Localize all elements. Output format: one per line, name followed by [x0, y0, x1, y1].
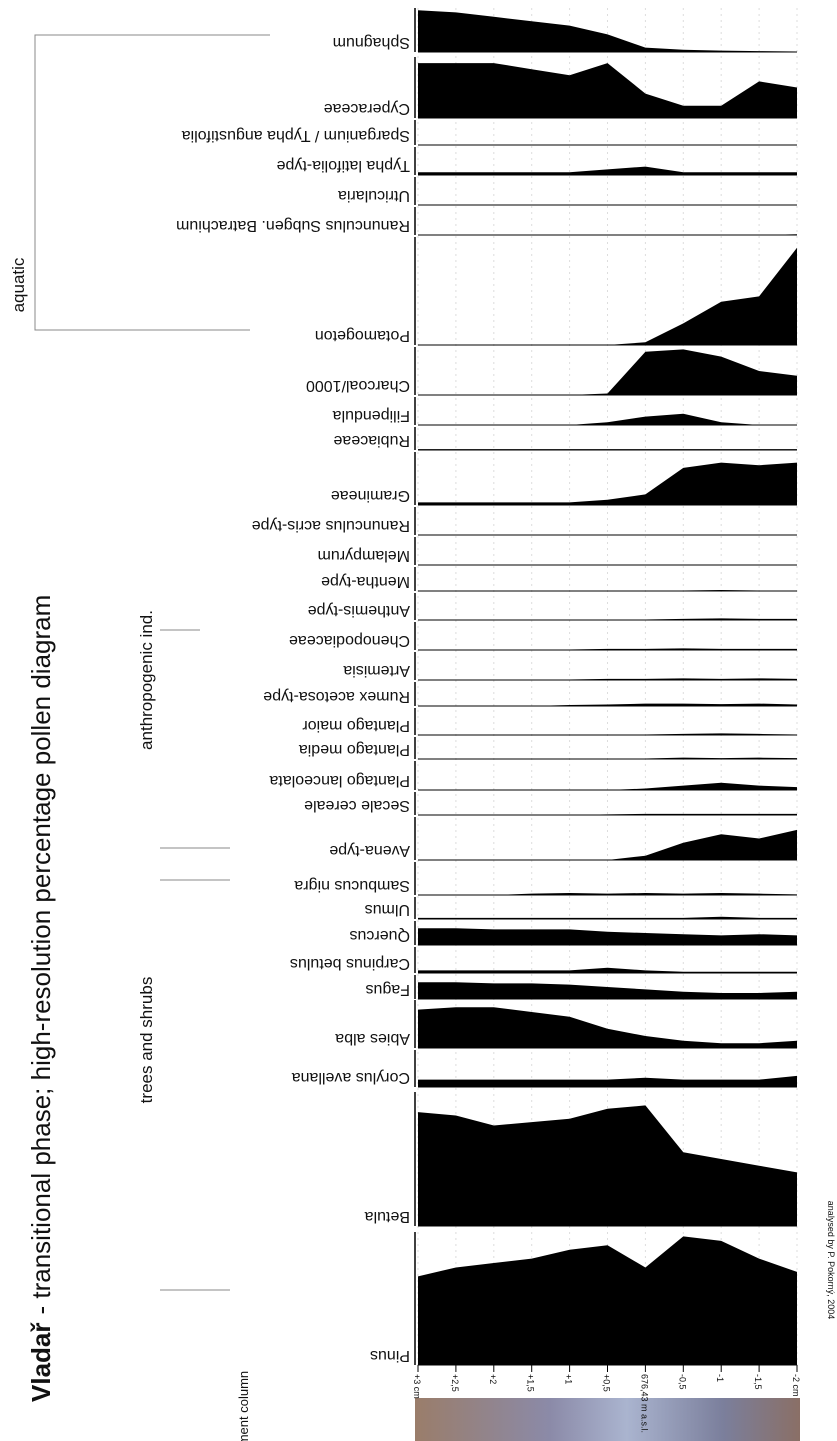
taxon-label: Corylus avellana	[292, 1069, 410, 1086]
taxon-label: Rumex acetosa-type	[263, 688, 410, 705]
taxon-label: Fagus	[366, 981, 410, 998]
pollen-area	[418, 449, 797, 450]
taxon-label: Secale cereale	[304, 797, 410, 814]
chart-title: Vladař - transitional phase; high-resolut…	[26, 595, 56, 1402]
pollen-area	[418, 63, 797, 118]
taxon-label: Ranunculus acris-type	[252, 517, 410, 534]
x-tick-label: -1	[715, 1374, 725, 1382]
taxon-label: Anthemis-type	[308, 602, 410, 619]
taxon-label: Plantago lanceolata	[269, 772, 410, 789]
taxon-label: Melampyrum	[318, 547, 410, 564]
taxon-label: Sambucus nigra	[294, 877, 410, 894]
x-tick-label: -1,5	[753, 1374, 763, 1390]
sediment-column	[415, 1398, 800, 1441]
taxon-label: Betula	[365, 1208, 410, 1225]
taxon-label: Chenopodiaceae	[289, 632, 410, 649]
title-bold: Vladař	[26, 1322, 56, 1402]
taxon-label: Sparganium / Typha angustifolia	[182, 127, 410, 144]
pollen-area	[418, 917, 797, 919]
taxon-label: Artemisia	[343, 662, 410, 679]
x-tick-label: +1,5	[526, 1374, 536, 1392]
taxon-label: Pinus	[370, 1347, 410, 1364]
x-tick-label: -0,5	[677, 1374, 687, 1390]
taxon-label: Ulmus	[365, 901, 410, 918]
pollen-area	[418, 10, 797, 52]
pollen-area	[418, 968, 797, 973]
taxon-label: Mentha-type	[321, 573, 410, 590]
x-tick-label: 676,43 m a.s.l.	[639, 1374, 649, 1433]
pollen-area	[418, 1105, 797, 1226]
pollen-area	[418, 145, 797, 146]
taxon-label: Filipendula	[333, 407, 410, 424]
credit: analysed by P. Pokorný, 2004	[826, 1201, 836, 1319]
title-rest: - transitional phase; high-resolution pe…	[26, 595, 56, 1315]
x-tick-label: +2,5	[450, 1374, 460, 1392]
taxon-label: Plantago media	[299, 741, 410, 758]
taxon-label: Utricularia	[338, 187, 410, 204]
chart: Vladař - transitional phase; high-resolut…	[0, 0, 837, 1441]
pollen-area	[418, 1236, 797, 1365]
taxon-label: Plantago maior	[302, 717, 410, 734]
pollen-area	[418, 414, 797, 425]
aquatic-bracket	[35, 35, 270, 330]
taxon-label: Sphagnum	[333, 34, 410, 51]
taxon-label: Carpinus betulus	[290, 955, 410, 972]
x-tick-label: -2 cm	[791, 1374, 801, 1397]
taxon-label: Ranunculus Subgen. Batrachium	[176, 217, 410, 234]
taxon-label: Avena-type	[329, 842, 410, 859]
x-tick-label: +3 cm	[412, 1374, 422, 1399]
pollen-area	[418, 982, 797, 999]
group-label: aquatic	[9, 257, 28, 312]
taxon-label: Charcoal/1000	[306, 377, 410, 394]
group-label: anthropogenic ind.	[137, 610, 156, 750]
taxon-label: Rubiaceae	[333, 432, 410, 449]
pollen-area	[418, 1007, 797, 1048]
page: {"chart_data": { "type": "area", "title"…	[0, 0, 837, 1441]
pollen-area	[418, 167, 797, 175]
pollen-area	[418, 928, 797, 945]
taxon-label: Gramineae	[331, 487, 410, 504]
x-tick-label: +0,5	[602, 1374, 612, 1392]
taxon-label: Potamogeton	[315, 327, 410, 344]
sediment-label: sediment column	[236, 1371, 251, 1441]
x-tick-label: +1	[564, 1374, 574, 1384]
taxon-label: Cyperaceae	[324, 100, 410, 117]
taxon-label: Quercus	[350, 927, 410, 944]
taxon-label: Abies alba	[335, 1030, 410, 1047]
taxon-label: Typha latifolia-type	[276, 157, 410, 174]
group-label: trees and shrubs	[137, 977, 156, 1104]
x-tick-label: +2	[488, 1374, 498, 1384]
